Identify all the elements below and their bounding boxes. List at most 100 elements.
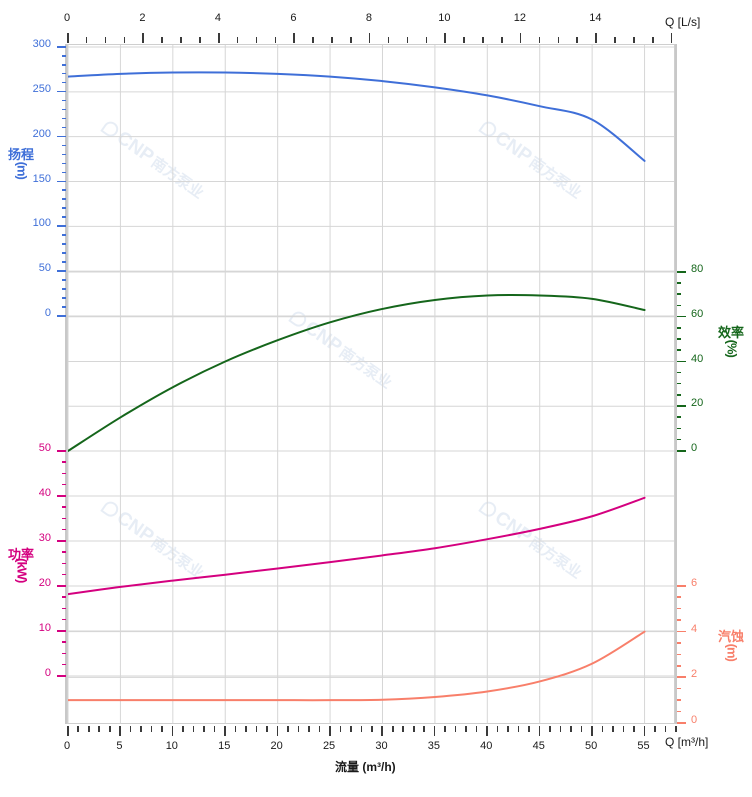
tick-minor-head (62, 252, 66, 254)
tick-minor-head (62, 99, 66, 102)
plot-area: CNP南方泵业 CNP南方泵业 CNP南方泵业 CNP南方泵业 CNP南方泵业 (67, 44, 675, 724)
tick-major-q-top (142, 33, 145, 43)
tick-label-power: 40 (38, 487, 51, 499)
tick-major-q-bottom (591, 726, 593, 736)
axis-unit-power: (kW) (14, 557, 30, 582)
tick-minor-npsh (677, 619, 681, 621)
tick-label-q-bottom: 15 (218, 740, 231, 752)
tick-minor-q-top (123, 37, 126, 43)
tick-minor-q-bottom (559, 726, 562, 732)
axis-title-head-text: 扬程 (8, 147, 35, 162)
tick-minor-q-bottom (213, 726, 216, 732)
tick-label-q-top: 4 (214, 12, 221, 24)
tick-minor-power (62, 461, 66, 463)
tick-minor-q-top (538, 37, 541, 43)
tick-minor-q-bottom (517, 726, 520, 732)
tick-minor-head (62, 108, 66, 111)
tick-minor-head (62, 171, 66, 174)
tick-label-efficiency: 80 (691, 263, 704, 275)
tick-major-q-bottom (433, 726, 436, 736)
tick-major-power (57, 630, 66, 632)
tick-minor-npsh (677, 642, 681, 644)
tick-major-q-bottom (119, 726, 121, 736)
tick-minor-q-top (557, 37, 560, 43)
tick-minor-efficiency (677, 371, 681, 374)
tick-major-head (57, 315, 66, 317)
curves-svg (68, 45, 674, 723)
tick-label-power: 20 (38, 577, 51, 589)
axis-title-efficiency-text: 效率 (718, 325, 745, 340)
tick-minor-npsh (677, 710, 681, 713)
tick-minor-q-bottom (423, 726, 425, 732)
tick-minor-q-top (463, 37, 465, 43)
tick-label-q-bottom: 10 (165, 740, 178, 752)
tick-major-efficiency (677, 271, 686, 273)
tick-minor-head (62, 297, 66, 299)
tick-major-efficiency (677, 405, 686, 407)
tick-major-power (57, 450, 66, 452)
tick-major-npsh (677, 722, 686, 724)
tick-minor-npsh (677, 607, 681, 610)
axis-title-q-bottom: Q [m³/h] (665, 735, 709, 749)
tick-minor-q-top (180, 37, 182, 43)
tick-minor-q-bottom (245, 726, 247, 732)
axis-spine-left (65, 44, 67, 724)
tick-minor-head (62, 216, 66, 218)
tick-major-head (57, 225, 66, 227)
tick-minor-head (62, 63, 66, 66)
tick-minor-q-bottom (412, 726, 415, 732)
tick-major-q-top (444, 33, 446, 43)
tick-label-npsh: 0 (691, 714, 698, 726)
tick-minor-q-bottom (675, 726, 677, 732)
tick-minor-efficiency (677, 293, 681, 295)
tick-minor-q-bottom (203, 726, 205, 732)
tick-minor-q-top (406, 37, 409, 43)
tick-label-efficiency: 20 (691, 397, 704, 410)
tick-minor-q-bottom (234, 726, 237, 732)
tick-minor-head (62, 54, 66, 57)
tick-minor-head (62, 162, 66, 165)
tick-label-q-bottom: 35 (427, 740, 441, 752)
tick-minor-power (62, 528, 66, 531)
tick-minor-head (62, 261, 66, 263)
axis-title-power: 功率 (kW) (8, 547, 34, 582)
tick-major-q-top (293, 33, 296, 43)
tick-minor-q-bottom (192, 726, 195, 732)
tick-minor-q-top (104, 37, 107, 43)
tick-major-q-bottom (171, 726, 174, 736)
tick-minor-q-bottom (98, 726, 101, 732)
tick-minor-head (62, 81, 66, 84)
series-curve-npsh (68, 630, 646, 702)
tick-minor-npsh (677, 653, 681, 656)
tick-minor-q-top (199, 37, 201, 43)
tick-minor-head (62, 144, 66, 147)
axis-title-efficiency: 效率 (%) (718, 325, 745, 356)
tick-minor-efficiency (677, 304, 681, 307)
tick-minor-head (62, 243, 66, 245)
tick-minor-q-bottom (339, 726, 342, 732)
tick-label-power: 0 (44, 667, 51, 679)
tick-major-q-top (670, 33, 673, 43)
tick-minor-efficiency (677, 394, 681, 396)
tick-label-q-bottom: 50 (585, 740, 598, 752)
tick-label-q-bottom: 0 (63, 740, 71, 752)
tick-major-head (57, 270, 66, 272)
axis-unit-efficiency: (%) (724, 339, 740, 357)
tick-major-q-bottom (329, 726, 331, 736)
axis-title-npsh: 汽蚀 (m) (718, 629, 744, 660)
tick-label-q-bottom: 30 (375, 740, 388, 752)
tick-minor-q-bottom (287, 726, 289, 732)
tick-minor-q-bottom (580, 726, 583, 732)
tick-label-q-top: 2 (139, 12, 146, 24)
tick-minor-head (62, 234, 66, 236)
tick-major-q-bottom (538, 726, 541, 736)
tick-minor-q-bottom (601, 726, 604, 732)
tick-label-npsh: 2 (691, 668, 698, 681)
tick-label-q-top: 8 (365, 12, 372, 24)
tick-minor-power (62, 573, 66, 576)
tick-minor-q-bottom (391, 726, 394, 732)
axis-title-q-top: Q [L/s] (665, 15, 701, 29)
tick-minor-power (62, 652, 66, 655)
tick-minor-efficiency (677, 416, 681, 419)
tick-label-head: 100 (32, 217, 51, 230)
